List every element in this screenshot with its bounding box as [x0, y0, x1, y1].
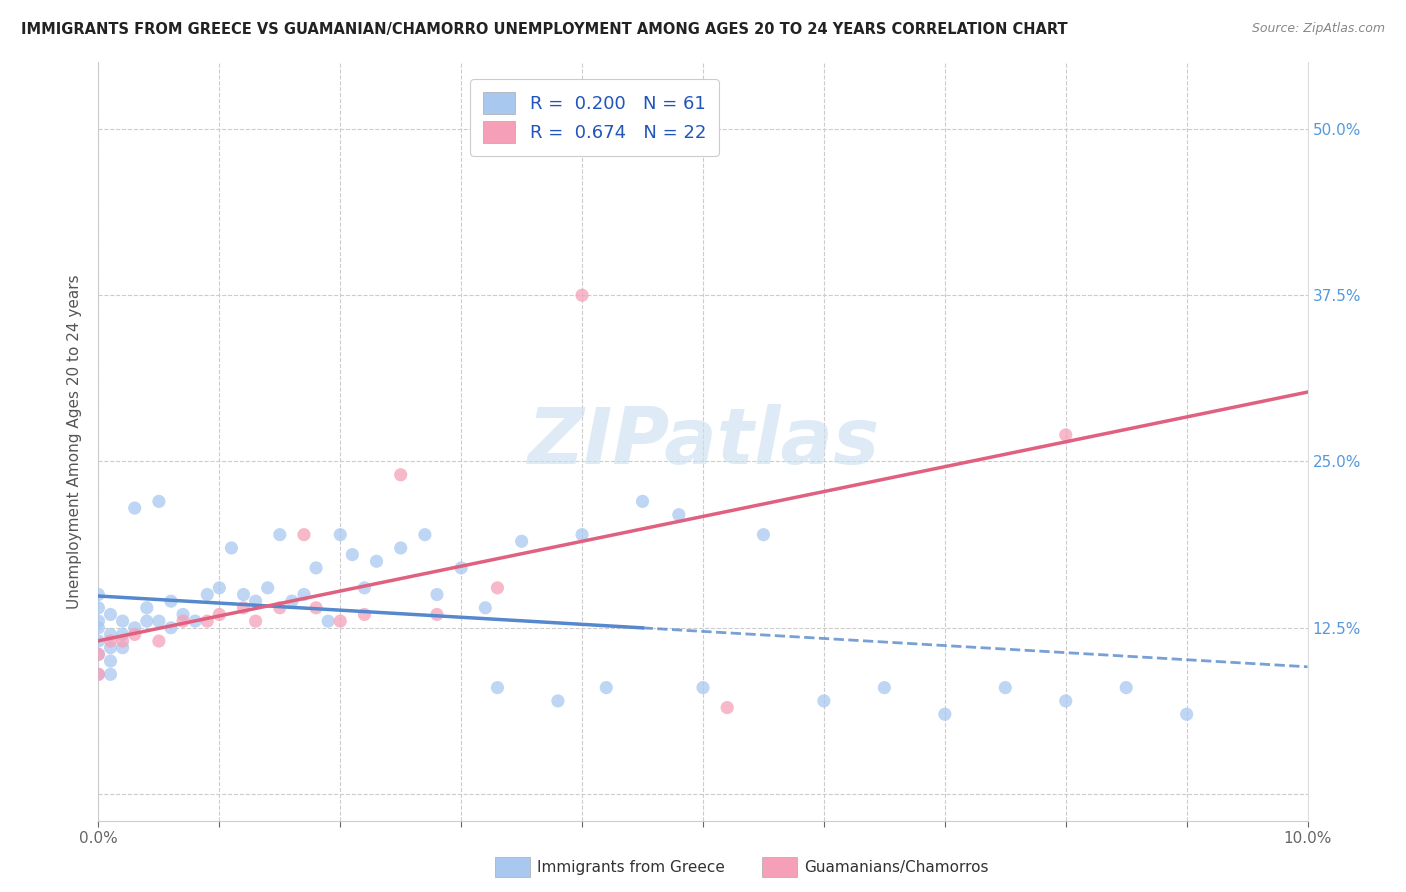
Point: [474, 600, 496, 615]
Point: [232, 587, 254, 601]
Point: [124, 621, 146, 635]
Point: [100, 667, 122, 681]
Point: [1115, 681, 1137, 695]
Point: [668, 508, 690, 522]
Point: [486, 681, 509, 695]
Point: [510, 534, 533, 549]
Point: [184, 614, 207, 628]
Point: [87, 648, 110, 662]
Legend: R =  0.200   N = 61, R =  0.674   N = 22: R = 0.200 N = 61, R = 0.674 N = 22: [470, 79, 718, 155]
Point: [571, 288, 593, 302]
Point: [389, 541, 412, 555]
Point: [135, 614, 157, 628]
Point: [692, 681, 714, 695]
Point: [353, 581, 375, 595]
Point: [305, 600, 328, 615]
Point: [305, 561, 328, 575]
Point: [934, 707, 956, 722]
Point: [1175, 707, 1198, 722]
Point: [195, 587, 218, 601]
Point: [281, 594, 304, 608]
Point: [87, 614, 110, 628]
Point: [160, 594, 183, 608]
Point: [329, 527, 352, 541]
Point: [100, 654, 122, 668]
Point: [208, 607, 231, 622]
Point: [124, 501, 146, 516]
Point: [100, 634, 122, 648]
Text: Guamanians/Chamorros: Guamanians/Chamorros: [804, 860, 988, 874]
Text: Source: ZipAtlas.com: Source: ZipAtlas.com: [1251, 22, 1385, 36]
Point: [160, 621, 183, 635]
Text: Immigrants from Greece: Immigrants from Greece: [537, 860, 725, 874]
Point: [329, 614, 352, 628]
Point: [87, 600, 110, 615]
Y-axis label: Unemployment Among Ages 20 to 24 years: Unemployment Among Ages 20 to 24 years: [67, 274, 83, 609]
Point: [1054, 694, 1077, 708]
Point: [232, 600, 254, 615]
Point: [994, 681, 1017, 695]
Point: [87, 587, 110, 601]
Point: [87, 648, 110, 662]
Point: [172, 607, 194, 622]
Point: [111, 634, 134, 648]
Point: [148, 494, 170, 508]
Point: [100, 607, 122, 622]
Point: [135, 600, 157, 615]
Point: [292, 587, 315, 601]
Point: [389, 467, 412, 482]
Point: [1054, 428, 1077, 442]
Point: [547, 694, 569, 708]
Point: [413, 527, 436, 541]
Point: [245, 594, 267, 608]
Point: [426, 587, 449, 601]
Point: [111, 640, 134, 655]
Point: [631, 494, 654, 508]
Point: [873, 681, 896, 695]
Point: [172, 614, 194, 628]
Point: [124, 627, 146, 641]
Point: [195, 614, 218, 628]
Text: IMMIGRANTS FROM GREECE VS GUAMANIAN/CHAMORRO UNEMPLOYMENT AMONG AGES 20 TO 24 YE: IMMIGRANTS FROM GREECE VS GUAMANIAN/CHAM…: [21, 22, 1067, 37]
Point: [87, 621, 110, 635]
Point: [316, 614, 339, 628]
Point: [366, 554, 388, 568]
Point: [111, 614, 134, 628]
Point: [100, 627, 122, 641]
Point: [813, 694, 835, 708]
Point: [87, 634, 110, 648]
Point: [716, 700, 738, 714]
Point: [256, 581, 278, 595]
Point: [87, 667, 110, 681]
Point: [353, 607, 375, 622]
Point: [87, 667, 110, 681]
Point: [245, 614, 267, 628]
Point: [486, 581, 509, 595]
Point: [269, 527, 291, 541]
Point: [221, 541, 243, 555]
Point: [752, 527, 775, 541]
Point: [595, 681, 617, 695]
Point: [426, 607, 449, 622]
Point: [571, 527, 593, 541]
Point: [148, 614, 170, 628]
Point: [208, 581, 231, 595]
Point: [111, 627, 134, 641]
Point: [342, 548, 364, 562]
Point: [269, 600, 291, 615]
Point: [450, 561, 472, 575]
Point: [148, 634, 170, 648]
Point: [100, 640, 122, 655]
Text: ZIPatlas: ZIPatlas: [527, 403, 879, 480]
Point: [292, 527, 315, 541]
